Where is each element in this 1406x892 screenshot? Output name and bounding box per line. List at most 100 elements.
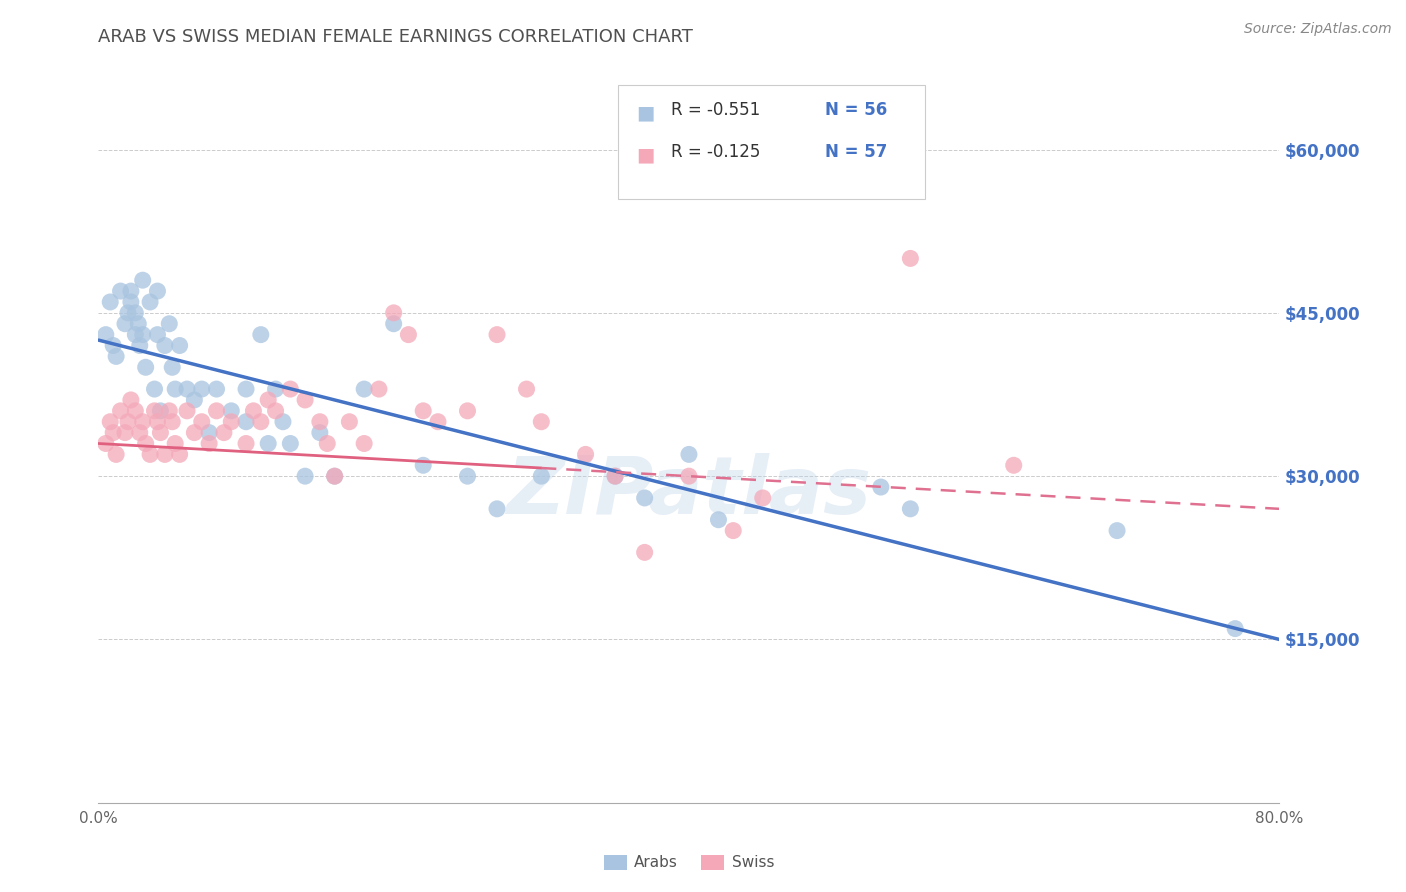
Point xyxy=(114,425,136,440)
Point xyxy=(516,382,538,396)
Point xyxy=(353,436,375,450)
Point xyxy=(412,404,434,418)
Point xyxy=(114,317,136,331)
Point xyxy=(707,513,730,527)
Point xyxy=(271,415,294,429)
Point xyxy=(103,425,125,440)
Text: R = -0.551: R = -0.551 xyxy=(671,101,761,119)
Point xyxy=(353,382,375,396)
Point xyxy=(205,382,228,396)
Point xyxy=(323,469,346,483)
Point xyxy=(1225,622,1247,636)
Point xyxy=(198,425,221,440)
Point xyxy=(132,327,155,342)
Point xyxy=(457,404,479,418)
Point xyxy=(135,436,157,450)
Point xyxy=(486,501,509,516)
Point xyxy=(235,415,257,429)
Point xyxy=(264,382,287,396)
Text: N = 57: N = 57 xyxy=(825,143,887,161)
Point xyxy=(146,327,169,342)
Point xyxy=(235,436,257,450)
Point xyxy=(132,415,155,429)
Point xyxy=(294,392,316,407)
Point xyxy=(198,436,221,450)
Point xyxy=(157,317,180,331)
Point xyxy=(146,415,169,429)
Point xyxy=(94,436,117,450)
Point xyxy=(165,436,187,450)
Point xyxy=(183,425,205,440)
Point xyxy=(280,382,302,396)
Text: ■: ■ xyxy=(636,145,654,164)
Point xyxy=(176,404,198,418)
Text: ■: ■ xyxy=(636,103,654,122)
Point xyxy=(162,415,183,429)
Point xyxy=(368,382,391,396)
Point xyxy=(149,404,172,418)
Point xyxy=(634,491,657,505)
Point xyxy=(98,295,121,310)
Point xyxy=(120,392,142,407)
Point xyxy=(870,480,893,494)
Point xyxy=(427,415,450,429)
Point xyxy=(143,404,166,418)
Point xyxy=(250,415,273,429)
Point xyxy=(135,360,157,375)
Point xyxy=(242,404,264,418)
Point xyxy=(117,415,139,429)
Point xyxy=(110,284,132,298)
Point xyxy=(398,327,420,342)
Point xyxy=(412,458,434,473)
Point xyxy=(176,382,198,396)
Point xyxy=(169,447,191,461)
Point xyxy=(117,306,139,320)
Point xyxy=(382,306,405,320)
Point xyxy=(257,436,280,450)
Point xyxy=(221,415,243,429)
Point xyxy=(1002,458,1025,473)
Point xyxy=(128,338,150,352)
Text: Source: ZipAtlas.com: Source: ZipAtlas.com xyxy=(1244,22,1392,37)
Point xyxy=(323,469,346,483)
Point xyxy=(165,382,187,396)
Point xyxy=(162,360,183,375)
Point xyxy=(149,425,172,440)
Text: N = 56: N = 56 xyxy=(825,101,887,119)
Point xyxy=(212,425,235,440)
Point xyxy=(316,436,339,450)
Point xyxy=(605,469,627,483)
Point xyxy=(221,404,243,418)
Point xyxy=(105,350,128,364)
Point xyxy=(486,327,509,342)
Point xyxy=(264,404,287,418)
Point xyxy=(139,447,162,461)
Point xyxy=(280,436,302,450)
Point xyxy=(605,469,627,483)
Point xyxy=(723,524,745,538)
Point xyxy=(309,425,332,440)
Point xyxy=(105,447,128,461)
Point xyxy=(120,284,142,298)
Point xyxy=(94,327,117,342)
Point xyxy=(250,327,273,342)
Point xyxy=(575,447,598,461)
Point xyxy=(146,284,169,298)
Text: ZIPatlas: ZIPatlas xyxy=(506,453,872,531)
Point xyxy=(191,382,214,396)
Point xyxy=(98,415,121,429)
Point xyxy=(900,252,922,266)
Point xyxy=(143,382,166,396)
Point xyxy=(153,447,176,461)
Point xyxy=(678,447,700,461)
Point xyxy=(235,382,257,396)
Point xyxy=(382,317,405,331)
Point xyxy=(678,469,700,483)
Point xyxy=(153,338,176,352)
Point xyxy=(457,469,479,483)
Point xyxy=(634,545,657,559)
Point xyxy=(1107,524,1129,538)
Point xyxy=(103,338,125,352)
Legend: Arabs, Swiss: Arabs, Swiss xyxy=(598,848,780,877)
Point xyxy=(530,415,553,429)
